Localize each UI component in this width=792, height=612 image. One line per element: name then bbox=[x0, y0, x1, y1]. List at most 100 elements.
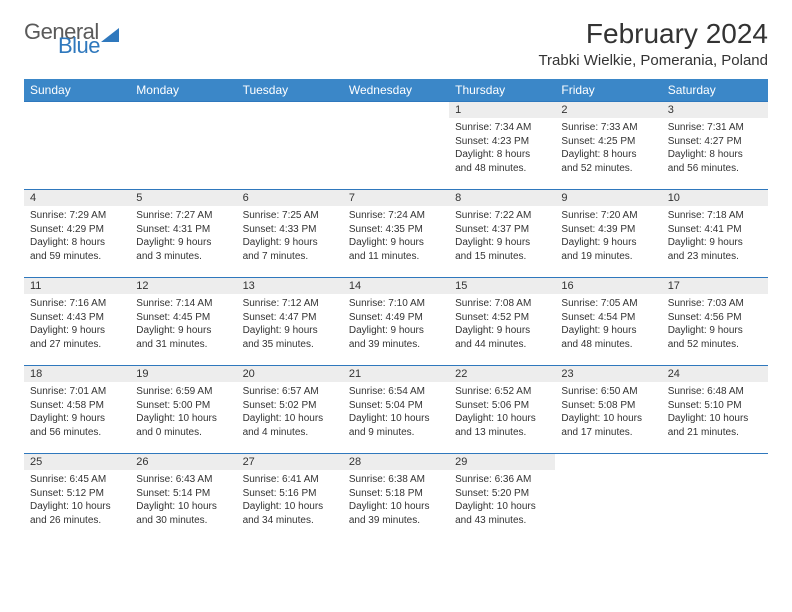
day-number: 13 bbox=[237, 278, 343, 294]
day-number: 28 bbox=[343, 454, 449, 470]
day-number: 22 bbox=[449, 366, 555, 382]
sunset-text: Sunset: 5:10 PM bbox=[668, 399, 762, 413]
day-number: 7 bbox=[343, 190, 449, 206]
day-number: 10 bbox=[662, 190, 768, 206]
calendar-empty-cell bbox=[24, 102, 130, 190]
daylight-text: Daylight: 9 hours and 52 minutes. bbox=[668, 324, 762, 351]
day-number: 24 bbox=[662, 366, 768, 382]
day-number: 16 bbox=[555, 278, 661, 294]
day-details: Sunrise: 6:36 AMSunset: 5:20 PMDaylight:… bbox=[449, 470, 555, 531]
sunset-text: Sunset: 4:23 PM bbox=[455, 135, 549, 149]
sunrise-text: Sunrise: 6:48 AM bbox=[668, 385, 762, 399]
calendar-empty-cell bbox=[662, 454, 768, 542]
calendar-page: General Blue February 2024 Trabki Wielki… bbox=[0, 0, 792, 542]
day-number: 21 bbox=[343, 366, 449, 382]
calendar-empty-cell bbox=[555, 454, 661, 542]
daylight-text: Daylight: 9 hours and 11 minutes. bbox=[349, 236, 443, 263]
daylight-text: Daylight: 9 hours and 31 minutes. bbox=[136, 324, 230, 351]
day-details: Sunrise: 7:03 AMSunset: 4:56 PMDaylight:… bbox=[662, 294, 768, 355]
calendar-table: SundayMondayTuesdayWednesdayThursdayFrid… bbox=[24, 79, 768, 542]
daylight-text: Daylight: 10 hours and 34 minutes. bbox=[243, 500, 337, 527]
day-details: Sunrise: 7:22 AMSunset: 4:37 PMDaylight:… bbox=[449, 206, 555, 267]
day-details: Sunrise: 6:50 AMSunset: 5:08 PMDaylight:… bbox=[555, 382, 661, 443]
sunrise-text: Sunrise: 7:01 AM bbox=[30, 385, 124, 399]
day-number: 8 bbox=[449, 190, 555, 206]
sunset-text: Sunset: 4:54 PM bbox=[561, 311, 655, 325]
calendar-empty-cell bbox=[130, 102, 236, 190]
day-number: 3 bbox=[662, 102, 768, 118]
sunrise-text: Sunrise: 6:57 AM bbox=[243, 385, 337, 399]
daylight-text: Daylight: 10 hours and 4 minutes. bbox=[243, 412, 337, 439]
sunset-text: Sunset: 4:41 PM bbox=[668, 223, 762, 237]
day-number: 15 bbox=[449, 278, 555, 294]
day-number: 17 bbox=[662, 278, 768, 294]
day-header: Saturday bbox=[662, 79, 768, 102]
day-details: Sunrise: 7:18 AMSunset: 4:41 PMDaylight:… bbox=[662, 206, 768, 267]
calendar-day-cell: 8Sunrise: 7:22 AMSunset: 4:37 PMDaylight… bbox=[449, 190, 555, 278]
daylight-text: Daylight: 9 hours and 23 minutes. bbox=[668, 236, 762, 263]
calendar-day-cell: 5Sunrise: 7:27 AMSunset: 4:31 PMDaylight… bbox=[130, 190, 236, 278]
calendar-day-cell: 24Sunrise: 6:48 AMSunset: 5:10 PMDayligh… bbox=[662, 366, 768, 454]
sunset-text: Sunset: 4:39 PM bbox=[561, 223, 655, 237]
sunset-text: Sunset: 4:31 PM bbox=[136, 223, 230, 237]
daylight-text: Daylight: 9 hours and 3 minutes. bbox=[136, 236, 230, 263]
daylight-text: Daylight: 10 hours and 26 minutes. bbox=[30, 500, 124, 527]
sunset-text: Sunset: 4:37 PM bbox=[455, 223, 549, 237]
sunrise-text: Sunrise: 7:10 AM bbox=[349, 297, 443, 311]
location-text: Trabki Wielkie, Pomerania, Poland bbox=[538, 52, 768, 69]
daylight-text: Daylight: 9 hours and 7 minutes. bbox=[243, 236, 337, 263]
day-number: 23 bbox=[555, 366, 661, 382]
day-details: Sunrise: 6:59 AMSunset: 5:00 PMDaylight:… bbox=[130, 382, 236, 443]
daylight-text: Daylight: 9 hours and 56 minutes. bbox=[30, 412, 124, 439]
day-details: Sunrise: 6:38 AMSunset: 5:18 PMDaylight:… bbox=[343, 470, 449, 531]
sunrise-text: Sunrise: 7:16 AM bbox=[30, 297, 124, 311]
day-details: Sunrise: 7:33 AMSunset: 4:25 PMDaylight:… bbox=[555, 118, 661, 179]
day-details: Sunrise: 6:52 AMSunset: 5:06 PMDaylight:… bbox=[449, 382, 555, 443]
sunrise-text: Sunrise: 7:05 AM bbox=[561, 297, 655, 311]
sunset-text: Sunset: 5:20 PM bbox=[455, 487, 549, 501]
sunset-text: Sunset: 5:16 PM bbox=[243, 487, 337, 501]
calendar-day-cell: 23Sunrise: 6:50 AMSunset: 5:08 PMDayligh… bbox=[555, 366, 661, 454]
sunrise-text: Sunrise: 6:59 AM bbox=[136, 385, 230, 399]
sunrise-text: Sunrise: 7:31 AM bbox=[668, 121, 762, 135]
calendar-day-cell: 22Sunrise: 6:52 AMSunset: 5:06 PMDayligh… bbox=[449, 366, 555, 454]
day-details: Sunrise: 6:41 AMSunset: 5:16 PMDaylight:… bbox=[237, 470, 343, 531]
daylight-text: Daylight: 10 hours and 43 minutes. bbox=[455, 500, 549, 527]
calendar-day-cell: 2Sunrise: 7:33 AMSunset: 4:25 PMDaylight… bbox=[555, 102, 661, 190]
day-details: Sunrise: 7:01 AMSunset: 4:58 PMDaylight:… bbox=[24, 382, 130, 443]
day-details: Sunrise: 7:14 AMSunset: 4:45 PMDaylight:… bbox=[130, 294, 236, 355]
calendar-day-cell: 10Sunrise: 7:18 AMSunset: 4:41 PMDayligh… bbox=[662, 190, 768, 278]
day-details: Sunrise: 7:05 AMSunset: 4:54 PMDaylight:… bbox=[555, 294, 661, 355]
sunset-text: Sunset: 5:18 PM bbox=[349, 487, 443, 501]
daylight-text: Daylight: 9 hours and 27 minutes. bbox=[30, 324, 124, 351]
daylight-text: Daylight: 10 hours and 39 minutes. bbox=[349, 500, 443, 527]
day-number: 18 bbox=[24, 366, 130, 382]
sunrise-text: Sunrise: 6:45 AM bbox=[30, 473, 124, 487]
day-number: 2 bbox=[555, 102, 661, 118]
calendar-day-cell: 9Sunrise: 7:20 AMSunset: 4:39 PMDaylight… bbox=[555, 190, 661, 278]
sunrise-text: Sunrise: 7:12 AM bbox=[243, 297, 337, 311]
calendar-day-cell: 25Sunrise: 6:45 AMSunset: 5:12 PMDayligh… bbox=[24, 454, 130, 542]
daylight-text: Daylight: 10 hours and 0 minutes. bbox=[136, 412, 230, 439]
sunset-text: Sunset: 4:52 PM bbox=[455, 311, 549, 325]
calendar-week-row: 1Sunrise: 7:34 AMSunset: 4:23 PMDaylight… bbox=[24, 102, 768, 190]
calendar-day-cell: 27Sunrise: 6:41 AMSunset: 5:16 PMDayligh… bbox=[237, 454, 343, 542]
sunrise-text: Sunrise: 7:27 AM bbox=[136, 209, 230, 223]
calendar-day-cell: 14Sunrise: 7:10 AMSunset: 4:49 PMDayligh… bbox=[343, 278, 449, 366]
calendar-day-cell: 29Sunrise: 6:36 AMSunset: 5:20 PMDayligh… bbox=[449, 454, 555, 542]
calendar-empty-cell bbox=[343, 102, 449, 190]
logo: General Blue bbox=[24, 22, 119, 56]
day-header: Sunday bbox=[24, 79, 130, 102]
sunset-text: Sunset: 5:14 PM bbox=[136, 487, 230, 501]
sunset-text: Sunset: 4:43 PM bbox=[30, 311, 124, 325]
calendar-day-cell: 15Sunrise: 7:08 AMSunset: 4:52 PMDayligh… bbox=[449, 278, 555, 366]
daylight-text: Daylight: 9 hours and 48 minutes. bbox=[561, 324, 655, 351]
daylight-text: Daylight: 9 hours and 19 minutes. bbox=[561, 236, 655, 263]
calendar-empty-cell bbox=[237, 102, 343, 190]
calendar-week-row: 4Sunrise: 7:29 AMSunset: 4:29 PMDaylight… bbox=[24, 190, 768, 278]
sunset-text: Sunset: 4:58 PM bbox=[30, 399, 124, 413]
sunrise-text: Sunrise: 7:18 AM bbox=[668, 209, 762, 223]
calendar-day-cell: 1Sunrise: 7:34 AMSunset: 4:23 PMDaylight… bbox=[449, 102, 555, 190]
sunrise-text: Sunrise: 6:36 AM bbox=[455, 473, 549, 487]
calendar-body: 1Sunrise: 7:34 AMSunset: 4:23 PMDaylight… bbox=[24, 102, 768, 542]
